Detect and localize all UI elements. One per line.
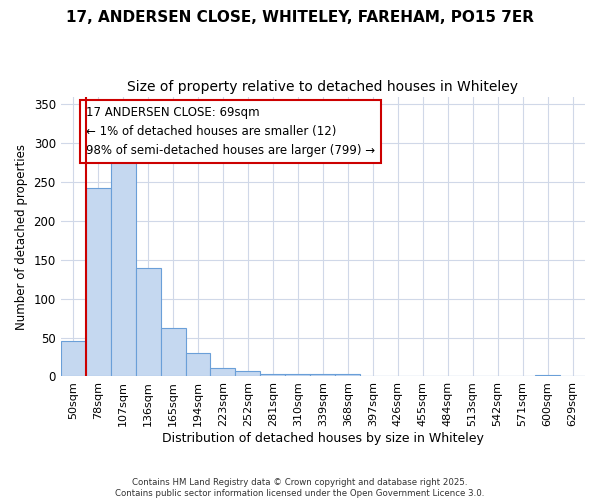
Bar [211,368,235,376]
Text: 17 ANDERSEN CLOSE: 69sqm
← 1% of detached houses are smaller (12)
98% of semi-de: 17 ANDERSEN CLOSE: 69sqm ← 1% of detache… [86,106,375,157]
Bar [310,374,335,376]
Bar [535,375,560,376]
Text: 17, ANDERSEN CLOSE, WHITELEY, FAREHAM, PO15 7ER: 17, ANDERSEN CLOSE, WHITELEY, FAREHAM, P… [66,10,534,25]
Bar [286,374,310,376]
Title: Size of property relative to detached houses in Whiteley: Size of property relative to detached ho… [127,80,518,94]
Bar [61,340,86,376]
Text: Contains HM Land Registry data © Crown copyright and database right 2025.
Contai: Contains HM Land Registry data © Crown c… [115,478,485,498]
X-axis label: Distribution of detached houses by size in Whiteley: Distribution of detached houses by size … [162,432,484,445]
Bar [161,328,185,376]
Bar [260,374,286,376]
Bar [136,268,161,376]
Bar [235,371,260,376]
Bar [86,188,110,376]
Bar [335,374,360,376]
Y-axis label: Number of detached properties: Number of detached properties [15,144,28,330]
Bar [110,157,136,376]
Bar [185,353,211,376]
